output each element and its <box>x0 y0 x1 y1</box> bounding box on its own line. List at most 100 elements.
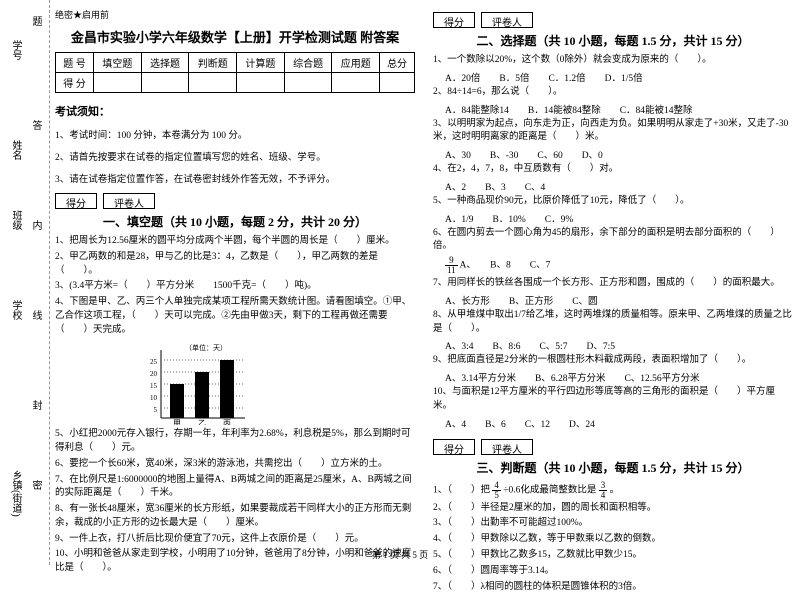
grader-cell: 评卷人 <box>481 439 533 455</box>
table-row: 得 分 <box>56 73 415 93</box>
fill-q: 8、有一张长48厘米，宽36厘米的长方形纸，如果要裁成若干同样大小的正方形而无剩… <box>55 503 415 531</box>
gutter-field-town: 乡镇(街道) <box>8 470 23 517</box>
fraction: 911 <box>445 256 458 275</box>
bar-jia <box>170 384 184 418</box>
choice-opts: A、3:4 B、8:6 C、5:7 D、7:5 <box>445 338 793 352</box>
table-row: 题 号 填空题 选择题 判断题 计算题 综合题 应用题 总分 <box>56 53 415 73</box>
svg-text:5: 5 <box>154 406 158 414</box>
td <box>189 73 237 93</box>
page-footer: 第 1 页 共 5 页 <box>0 548 800 561</box>
bar-yi <box>195 372 209 418</box>
fill-q: 5、小红把2000元存入银行，存期一年，年利率为2.68%，利息税是5%，那么到… <box>55 428 415 456</box>
th: 计算题 <box>237 53 285 73</box>
score-cell: 得分 <box>433 12 475 28</box>
td <box>332 73 380 93</box>
section-scorebox: 得分 评卷人 <box>55 193 415 209</box>
th: 填空题 <box>94 53 142 73</box>
notice-line: 2、请首先按要求在试卷的指定位置填写您的姓名、班级、学号。 <box>55 149 415 163</box>
choice-opts: A、2 B、3 C、4 <box>445 179 793 193</box>
choice-opts: 911 A、 B、8 C、7 <box>445 256 793 275</box>
judge-q: 7、（ ）λ相同的圆柱的体积是圆锥体积的3倍。 <box>433 581 793 595</box>
section-1-title: 一、填空题（共 10 小题，每题 2 分，共计 20 分） <box>55 213 415 230</box>
exam-title: 金昌市实验小学六年级数学【上册】开学检测试题 附答案 <box>55 27 415 46</box>
svg-text:丙: 丙 <box>223 419 231 425</box>
svg-text:25: 25 <box>150 358 158 366</box>
page-body: 绝密★启用前 金昌市实验小学六年级数学【上册】开学检测试题 附答案 题 号 填空… <box>55 8 795 595</box>
score-cell: 得分 <box>55 193 97 209</box>
fill-q: 6、要挖一个长60米，宽40米，深3米的游泳池，共需挖出（ ）立方米的土。 <box>55 458 415 472</box>
choice-opts: A、长方形 B、正方形 C、圆 <box>445 293 793 307</box>
td <box>237 73 285 93</box>
judge-q: 4、（ ）甲数除以乙数，等于甲数乘以乙数的倒数。 <box>433 533 793 547</box>
judge-q: 6、（ ）圆周率等于3.14。 <box>433 565 793 579</box>
fill-q: 9、一件上衣，打八折后比现价便宜了70元，这件上衣原价是（ ）元。 <box>55 533 415 547</box>
choice-q: 10、与面积是12平方厘米的平行四边形等底等高的三角形的面积是（ ）平方厘米。 <box>433 386 793 414</box>
svg-text:20: 20 <box>150 370 158 378</box>
fraction: 45 <box>492 481 501 500</box>
right-column: 得分 评卷人 二、选择题（共 10 小题，每题 1.5 分，共计 15 分） 1… <box>433 8 793 595</box>
gutter-field-id: 学号 <box>8 40 23 60</box>
svg-text:10: 10 <box>150 394 158 402</box>
svg-text:15: 15 <box>150 382 158 390</box>
choice-opts: A．1/9 B．10% C．9% <box>445 211 793 225</box>
fill-q: 7、在比例尺是1:6000000的地图上量得A、B两城之间的距离是25厘米，A、… <box>55 474 415 502</box>
fill-q: 4、下图是甲、乙、丙三个人单独完成某项工程所需天数统计图。请看图填空。①甲、乙合… <box>55 296 415 337</box>
svg-text:甲: 甲 <box>173 419 181 425</box>
td <box>284 73 332 93</box>
score-cell: 得分 <box>433 439 475 455</box>
th: 应用题 <box>332 53 380 73</box>
secret-tag: 绝密★启用前 <box>55 8 415 21</box>
notice-line: 3、请在试卷指定位置作答，在试卷密封线外作答无效，不予评分。 <box>55 171 415 185</box>
choice-q: 6、在圆内剪去一个圆心角为45的扇形，余下部分的面积是明去部分面积的（ ）倍。 <box>433 227 793 255</box>
text: 1、（ ）把 <box>433 485 490 495</box>
section-scorebox: 得分 评卷人 <box>433 439 793 455</box>
choice-q: 8、从甲堆煤中取出1/7给乙堆，这时两堆煤的质量相等。原来甲、乙两堆煤的质量之比… <box>433 309 793 337</box>
td <box>141 73 189 93</box>
gutter-hint: 答 <box>28 120 43 130</box>
section-scorebox: 得分 评卷人 <box>433 12 793 28</box>
svg-text:乙: 乙 <box>198 419 206 425</box>
gutter-hint: 线 <box>28 310 43 320</box>
th: 选择题 <box>141 53 189 73</box>
choice-opts: A、4 B、6 C、12 D、24 <box>445 416 793 430</box>
td: 得 分 <box>56 73 94 93</box>
score-summary-table: 题 号 填空题 选择题 判断题 计算题 综合题 应用题 总分 得 分 <box>55 52 415 93</box>
th: 题 号 <box>56 53 94 73</box>
fraction: 34 <box>599 481 608 500</box>
text: ÷0.6化成最简整数比是 <box>503 485 596 495</box>
choice-q: 7、用同样长的铁丝各围成一个长方形、正方形和圆，围成的（ ）的面积最大。 <box>433 277 793 291</box>
notice-heading: 考试须知： <box>55 103 415 119</box>
grader-cell: 评卷人 <box>103 193 155 209</box>
choice-q: 3、以明明家为起点，向东走为正，向西走为负。如果明明从家走了+30米，又走了-3… <box>433 118 793 146</box>
left-column: 绝密★启用前 金昌市实验小学六年级数学【上册】开学检测试题 附答案 题 号 填空… <box>55 8 415 595</box>
grader-cell: 评卷人 <box>481 12 533 28</box>
gutter-hint: 封 <box>28 400 43 410</box>
choice-q: 4、在2，4，7，8，中互质数有（ ）对。 <box>433 163 793 177</box>
gutter-field-school: 学校 <box>8 300 23 320</box>
judge-q: 2、（ ）半径是2厘米的加，圆的周长和面积相等。 <box>433 502 793 516</box>
binding-gutter: 题 学号 答 姓名 内 班级 线 学校 封 密 乡镇(街道) <box>0 0 50 565</box>
choice-opts: A、3.14平方分米 B、6.28平方分米 C、12.56平方分米 <box>445 370 793 384</box>
gutter-field-class: 班级 <box>8 210 23 230</box>
y-axis-ticks: 5 10 15 20 25 <box>150 358 158 414</box>
gutter-field-name: 姓名 <box>8 140 23 160</box>
gutter-hint: 密 <box>28 480 43 490</box>
choice-opts: A．20倍 B．5倍 C．1.2倍 D．1/5倍 <box>445 70 793 84</box>
section-3-title: 三、判断题（共 10 小题，每题 1.5 分，共计 15 分） <box>433 459 793 476</box>
choice-q: 9、把底面直径是2分米的一根圆柱形木料截成两段，表面积增加了（ ）。 <box>433 354 793 368</box>
th: 判断题 <box>189 53 237 73</box>
judge-q: 1、（ ）把 45 ÷0.6化成最简整数比是 34 。 <box>433 481 793 500</box>
judge-q: 3、（ ）出勤率不可能超过100%。 <box>433 517 793 531</box>
x-labels: 甲 乙 丙 <box>173 419 231 425</box>
chart-unit: （单位：天） <box>185 343 227 352</box>
choice-opts: A．84能整除14 B．14能被84整除 C．84能被14整除 <box>445 102 793 116</box>
choice-opts: A、30 B、-30 C、60 D、0 <box>445 147 793 161</box>
bar-chart: 5 10 15 20 25 甲 乙 丙 （单位：天） <box>135 340 255 425</box>
section-2-title: 二、选择题（共 10 小题，每题 1.5 分，共计 15 分） <box>433 32 793 49</box>
choice-q: 2、84÷14=6，那么说（ ）。 <box>433 86 793 100</box>
choice-q: 5、一种商品现价90元，比原价降低了10元，降低了（ ）。 <box>433 195 793 209</box>
choice-q: 1、一个数除以20%，这个数（0除外）就会变成为原来的（ ）。 <box>433 54 793 68</box>
bar-bing <box>220 360 234 418</box>
th: 总分 <box>380 53 415 73</box>
notice-line: 1、考试时间：100 分钟，本卷满分为 100 分。 <box>55 127 415 141</box>
